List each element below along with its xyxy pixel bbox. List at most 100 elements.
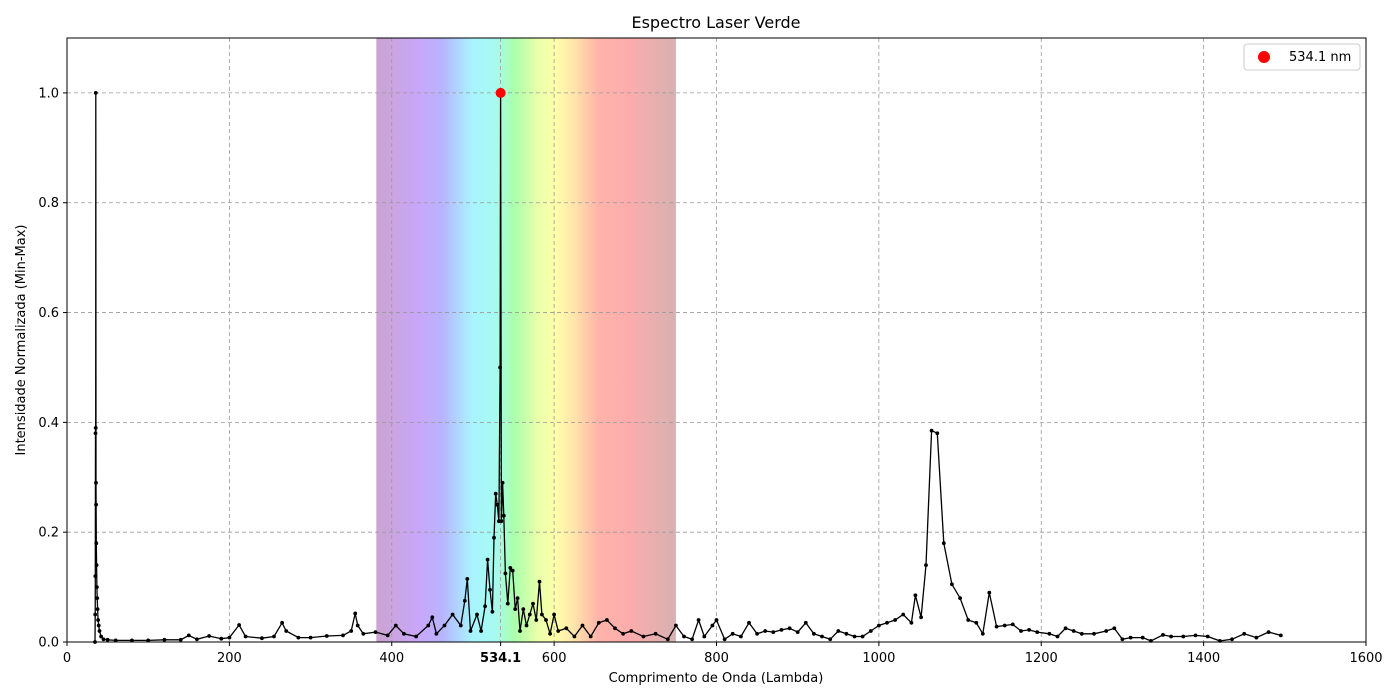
- data-point-18: [105, 637, 110, 642]
- data-point-47: [414, 634, 418, 639]
- data-point-81: [527, 612, 532, 617]
- data-point-9: [94, 563, 99, 567]
- data-point-7: [94, 502, 98, 507]
- data-point-80: [524, 623, 529, 628]
- data-point-87: [548, 631, 552, 636]
- data-point-151: [1047, 631, 1052, 636]
- data-point-41: [355, 623, 360, 628]
- data-point-137: [935, 431, 940, 436]
- data-point-117: [787, 626, 792, 631]
- data-point-170: [1242, 631, 1247, 636]
- data-point-118: [795, 630, 800, 634]
- data-point-157: [1104, 629, 1109, 633]
- data-point-158: [1112, 626, 1117, 631]
- data-point-104: [690, 637, 694, 642]
- x-tick-label-1: 200: [217, 651, 242, 666]
- data-point-64: [493, 491, 498, 496]
- data-point-52: [450, 612, 455, 617]
- data-point-15: [97, 629, 102, 633]
- data-point-111: [739, 634, 743, 639]
- data-point-35: [296, 635, 301, 640]
- data-point-33: [280, 620, 284, 625]
- data-point-130: [893, 618, 897, 622]
- data-point-17: [101, 637, 106, 642]
- data-point-30: [243, 634, 248, 639]
- data-point-173: [1278, 633, 1283, 638]
- data-point-138: [941, 541, 946, 546]
- data-point-134: [919, 615, 923, 620]
- data-point-96: [613, 626, 617, 631]
- data-point-85: [540, 612, 544, 617]
- data-point-128: [877, 623, 881, 628]
- data-point-22: [162, 637, 167, 642]
- x-tick-label-peak: 534.1: [480, 651, 521, 666]
- data-point-91: [572, 634, 577, 639]
- data-point-53: [458, 623, 463, 628]
- data-point-144: [987, 590, 992, 595]
- data-point-83: [534, 618, 539, 622]
- data-point-31: [260, 636, 264, 641]
- data-point-169: [1230, 637, 1234, 642]
- data-point-113: [755, 631, 759, 636]
- data-point-150: [1035, 630, 1040, 634]
- data-point-54: [462, 598, 467, 603]
- data-point-120: [812, 631, 816, 636]
- y-tick-label-3: 0.6: [38, 306, 59, 321]
- data-point-19: [113, 638, 118, 643]
- data-point-40: [353, 611, 358, 616]
- data-point-166: [1193, 633, 1198, 638]
- data-point-109: [722, 637, 727, 642]
- data-point-171: [1254, 635, 1259, 640]
- data-point-123: [836, 629, 841, 633]
- data-point-132: [909, 620, 914, 625]
- data-point-125: [852, 634, 857, 639]
- data-point-95: [605, 618, 609, 622]
- data-point-32: [272, 634, 276, 639]
- data-point-11: [95, 596, 100, 600]
- data-point-50: [434, 631, 439, 636]
- data-point-116: [779, 628, 784, 632]
- data-point-86: [544, 618, 548, 622]
- data-point-44: [385, 633, 390, 638]
- data-point-12: [95, 607, 100, 611]
- data-point-155: [1079, 631, 1084, 636]
- legend-entry-peak: 534.1 nm: [1289, 50, 1351, 65]
- data-point-121: [820, 634, 824, 639]
- x-tick-label-3: 600: [542, 651, 567, 666]
- x-tick-label-7: 1400: [1187, 651, 1220, 666]
- data-point-55: [465, 577, 470, 581]
- data-point-124: [844, 631, 849, 636]
- data-point-136: [929, 428, 934, 433]
- data-point-140: [958, 596, 962, 600]
- data-point-63: [492, 535, 496, 540]
- data-point-149: [1027, 628, 1031, 632]
- data-point-99: [641, 634, 646, 639]
- data-point-60: [485, 557, 490, 562]
- data-point-13: [96, 618, 100, 622]
- chart-labels: Espectro Laser Verde Comprimento de Onda…: [14, 13, 823, 686]
- data-point-148: [1019, 629, 1023, 633]
- data-point-49: [430, 615, 435, 620]
- data-point-72: [503, 571, 508, 576]
- data-point-161: [1140, 635, 1145, 640]
- grid-lines: [66, 38, 1367, 643]
- data-point-1: [93, 612, 98, 617]
- data-point-62: [490, 609, 495, 614]
- data-point-48: [426, 623, 431, 628]
- data-point-164: [1169, 634, 1173, 639]
- data-point-38: [341, 633, 345, 638]
- data-point-39: [349, 629, 354, 633]
- data-point-97: [621, 631, 625, 636]
- data-point-58: [479, 629, 483, 633]
- data-point-24: [186, 633, 191, 638]
- data-point-142: [974, 620, 979, 625]
- data-point-133: [913, 593, 918, 598]
- data-point-163: [1161, 633, 1165, 637]
- data-point-59: [483, 604, 487, 609]
- data-point-69: [499, 519, 504, 524]
- x-axis-label: Comprimento de Onda (Lambda): [609, 671, 824, 686]
- x-tick-label-4: 800: [704, 651, 729, 666]
- data-point-67: [498, 365, 502, 370]
- data-point-76: [513, 607, 518, 611]
